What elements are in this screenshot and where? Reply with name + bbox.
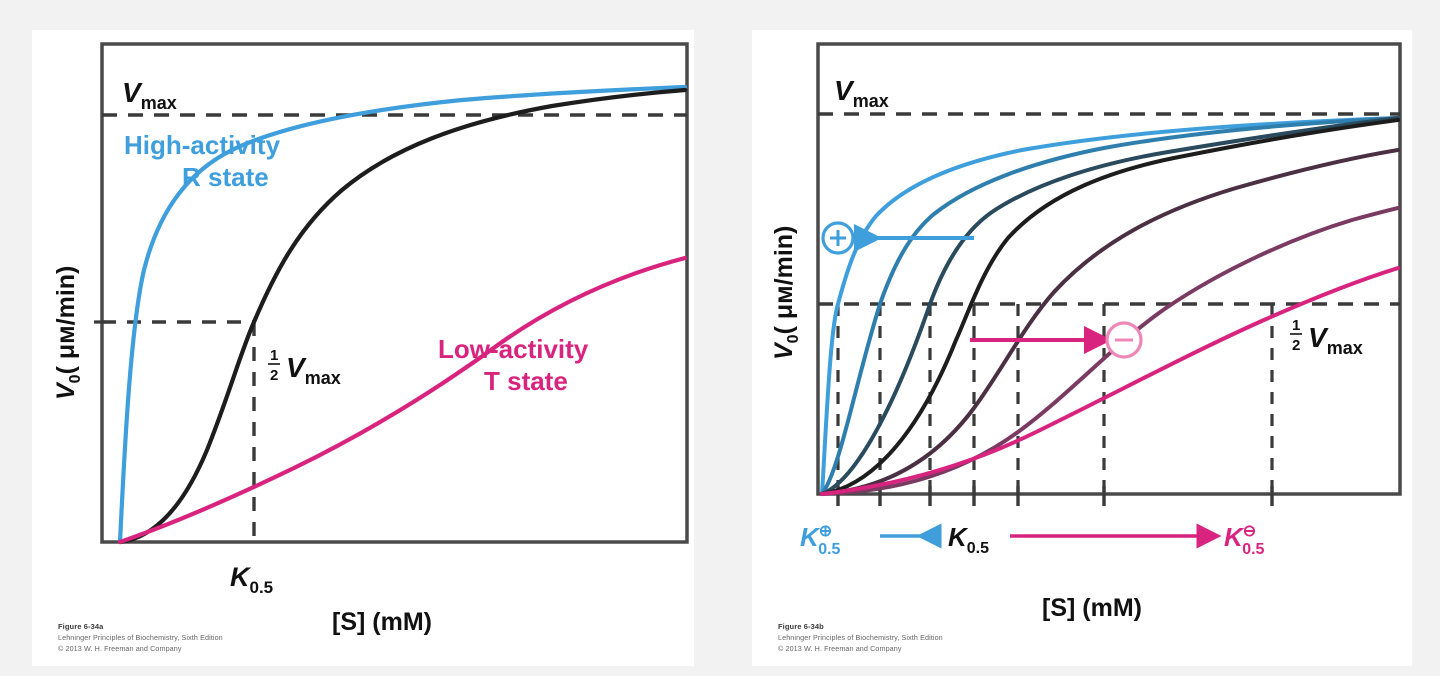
half-vmax-label: 1 2 Vmax <box>1290 317 1363 358</box>
y-axis-title: V0( μᴍ/min) <box>770 226 802 360</box>
curve-5-inhibited <box>820 148 1400 496</box>
half-vmax-numerator: 1 <box>1292 317 1300 334</box>
plot-frame <box>816 42 1402 496</box>
caption-title: Figure 6-34a <box>58 622 104 632</box>
curve-4-unmodulated <box>820 118 1400 496</box>
annotation-t-state-line2: T state <box>484 366 568 396</box>
vmax-label: Vmax <box>834 75 889 111</box>
x-axis-ticks <box>836 486 1274 506</box>
panel-a-plot: Vmax High-activity R state Low-activity … <box>52 42 689 636</box>
caption-figure-a: Figure 6-34a Lehninger Principles of Bio… <box>58 622 223 654</box>
curve-sigmoid <box>117 87 688 545</box>
curve-7-inhibited-max <box>820 266 1400 496</box>
curve-3-slightly-activated <box>820 116 1400 496</box>
plot-frame <box>100 42 689 544</box>
x-axis-title: [S] (mM) <box>1042 594 1142 622</box>
half-vmax-denominator: 2 <box>270 367 278 384</box>
curve-1-activated-max <box>820 116 1400 496</box>
caption-source: Lehninger Principles of Biochemistry, Si… <box>778 633 943 643</box>
k05-axis-label: K0.5 <box>230 562 273 597</box>
curve-r-state <box>117 84 688 545</box>
half-vmax-v: Vmax <box>286 352 341 388</box>
half-vmax-numerator: 1 <box>270 347 278 364</box>
curve-t-state <box>117 255 688 545</box>
y-axis-title: V0( μᴍ/min) <box>52 266 84 400</box>
vmax-label: Vmax <box>122 77 177 113</box>
half-vmax-denominator: 2 <box>1292 337 1300 354</box>
curve-6-inhibited <box>820 206 1400 496</box>
caption-copyright: © 2013 W. H. Freeman and Company <box>778 643 902 653</box>
k05-activated-label: K⊕ 0.5 <box>800 522 841 558</box>
caption-copyright: © 2013 W. H. Freeman and Company <box>58 643 182 653</box>
panel-figure-b: Vmax 1 2 Vmax K⊕ 0.5 K0.5 K⊖ 0.5 <box>752 30 1412 666</box>
panel-figure-a: Vmax High-activity R state Low-activity … <box>32 30 694 666</box>
annotation-r-state-line2: R state <box>182 162 269 192</box>
caption-figure-b: Figure 6-34b Lehninger Principles of Bio… <box>778 622 943 654</box>
half-vmax-v: Vmax <box>1308 322 1363 358</box>
caption-title: Figure 6-34b <box>778 622 824 632</box>
half-vmax-label: 1 2 Vmax <box>268 347 341 388</box>
annotation-r-state-line1: High-activity <box>124 130 281 160</box>
k05-unmodulated-label: K0.5 <box>948 522 989 557</box>
annotation-t-state-line1: Low-activity <box>438 334 589 364</box>
curve-2-activated <box>820 116 1400 496</box>
panel-b-plot: Vmax 1 2 Vmax K⊕ 0.5 K0.5 K⊖ 0.5 <box>770 42 1402 622</box>
caption-source: Lehninger Principles of Biochemistry, Si… <box>58 633 223 643</box>
k05-inhibited-label: K⊖ 0.5 <box>1224 522 1265 558</box>
x-axis-title: [S] (mM) <box>332 608 432 636</box>
